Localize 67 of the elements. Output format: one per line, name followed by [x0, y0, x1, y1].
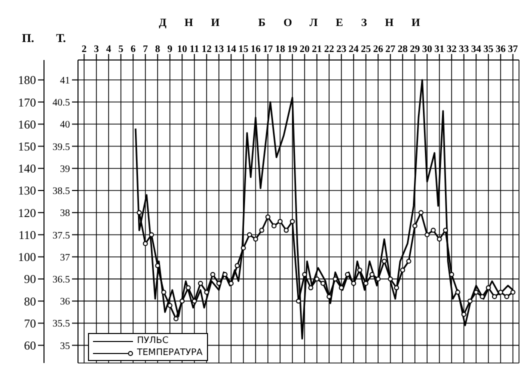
x-tick-label: 31	[434, 44, 444, 55]
x-tick-label: 30	[422, 44, 432, 55]
y-tick-label: 160	[18, 117, 36, 132]
y2-tick-label: 38	[60, 208, 70, 220]
y-tick-label: 120	[18, 206, 36, 220]
y2-tick-label: 35	[60, 340, 70, 352]
x-tick-label: 36	[496, 44, 506, 55]
x-tick-label: 8	[155, 44, 160, 55]
y-tick-label: 90	[24, 272, 36, 286]
x-tick-label: 26	[373, 44, 384, 55]
x-tick-label: 17	[262, 44, 273, 55]
x-tick-label: 7	[142, 44, 148, 55]
x-tick-label: 12	[202, 44, 212, 55]
x-tick-label: 23	[336, 44, 346, 55]
y2-tick-label: 40.5	[52, 98, 70, 109]
y2-tick-label: 41	[60, 75, 70, 86]
x-tick-label: 16	[250, 44, 261, 55]
x-tick-label: 27	[385, 44, 396, 55]
x-tick-label: 4	[106, 44, 112, 55]
x-tick-label: 21	[312, 44, 322, 55]
x-tick-label: 20	[300, 44, 310, 55]
x-tick-label: 32	[446, 44, 457, 55]
y2-tick-label: 38.5	[52, 186, 70, 198]
x-tick-label: 35	[483, 44, 494, 55]
y-tick-label: 180	[18, 73, 36, 88]
y2-tick-label: 39	[60, 164, 70, 175]
y2-tick-label: 36	[60, 296, 70, 308]
y2-tick-label: 35.5	[52, 318, 70, 330]
legend-label: ПУЛЬС	[137, 335, 168, 347]
x-tick-label: 18	[275, 44, 286, 55]
y-tick-label: 150	[18, 140, 36, 154]
x-tick-label: 11	[190, 44, 200, 55]
x-tick-label: 9	[167, 44, 172, 55]
y-tick-label: 110	[18, 228, 36, 242]
y2-tick-label: 37	[60, 252, 70, 264]
x-tick-label: 14	[226, 44, 236, 55]
x-tick-label: 19	[287, 44, 298, 55]
y-tick-label: 80	[24, 294, 36, 308]
y2-tick-label: 36.5	[52, 274, 70, 286]
y-tick-label: 60	[24, 338, 36, 353]
x-tick-label: 10	[177, 44, 188, 55]
y-tick-label: 100	[18, 250, 36, 264]
x-tick-label: 13	[214, 44, 224, 55]
y-tick-label: 130	[18, 184, 36, 198]
x-tick-label: 6	[130, 44, 136, 55]
x-tick-label: 24	[348, 44, 359, 55]
x-tick-label: 3	[94, 44, 99, 55]
x-tick-label: 37	[508, 44, 518, 55]
y-axis-title: П.	[22, 31, 34, 45]
x-tick-label: 25	[360, 44, 371, 55]
y-tick-label: 140	[18, 162, 36, 176]
y2-tick-label: 39.5	[52, 142, 70, 153]
legend-label: ТЕМПЕРАТУРА	[137, 347, 203, 359]
y-tick-label: 170	[18, 95, 36, 110]
y-tick-label: 70	[24, 316, 36, 330]
x-axis-title: ДНИ БОЛЕЗНИ	[158, 16, 438, 29]
x-tick-label: 33	[458, 44, 469, 55]
x-tick-label: 34	[471, 44, 482, 55]
y2-tick-label: 37.5	[52, 230, 70, 242]
y2-axis-title: Т.	[56, 31, 66, 45]
x-tick-label: 5	[118, 44, 124, 55]
x-tick-label: 28	[398, 44, 408, 55]
x-tick-label: 2	[82, 44, 87, 55]
x-tick-label: 15	[238, 44, 248, 55]
y2-tick-label: 40	[60, 120, 70, 131]
x-tick-label: 22	[324, 44, 334, 55]
x-tick-label: 29	[410, 44, 420, 55]
